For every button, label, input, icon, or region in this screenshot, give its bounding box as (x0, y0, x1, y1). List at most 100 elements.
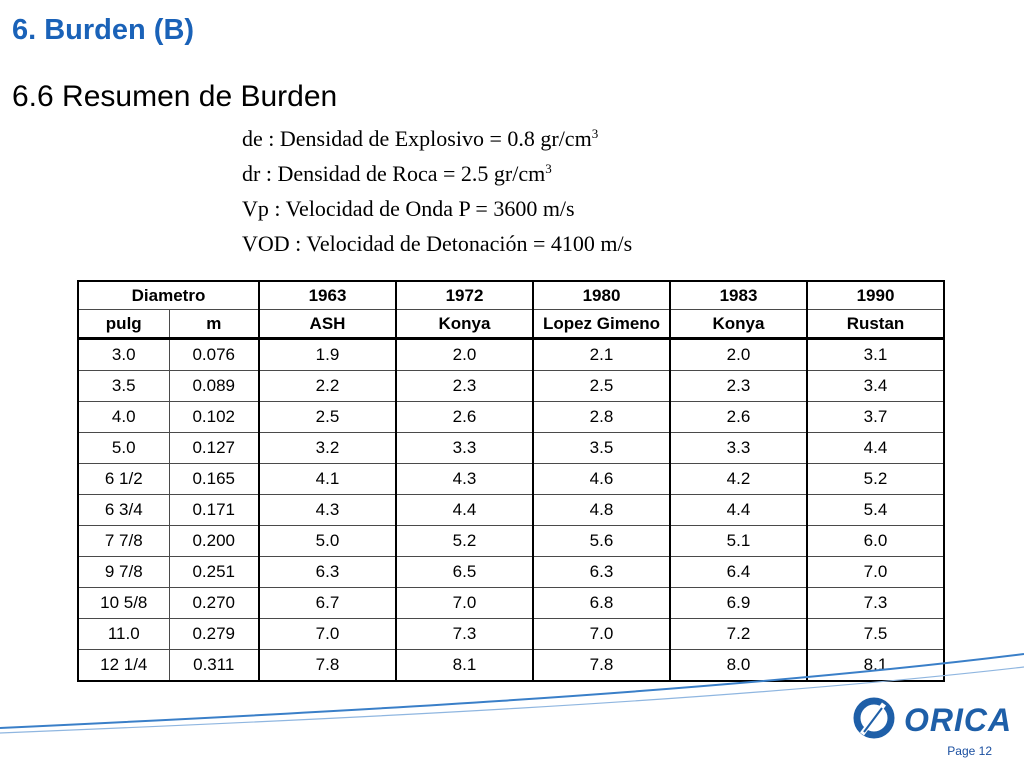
slide-title: 6. Burden (B) (12, 14, 195, 46)
table-cell: 3.5 (77, 370, 170, 402)
table-cell: 4.2 (669, 463, 808, 495)
table-cell: 7.0 (395, 587, 534, 619)
table-cell: 3.5 (532, 432, 671, 464)
table-cell: 5.1 (669, 525, 808, 557)
table-cell: 7.3 (395, 618, 534, 650)
table-cell: 4.6 (532, 463, 671, 495)
page-number: Page 12 (947, 744, 992, 758)
table-cell: 2.8 (532, 401, 671, 433)
table-cell: 4.3 (395, 463, 534, 495)
table-cell: 0.200 (168, 525, 260, 557)
table-row: 10 5/8 0.270 6.7 7.0 6.8 6.9 7.3 (77, 587, 945, 619)
table-cell: 4.0 (77, 401, 170, 433)
table-cell: 7.0 (532, 618, 671, 650)
table-cell: 6.4 (669, 556, 808, 588)
header-cell: 1972 (395, 280, 534, 310)
table-cell: 6 3/4 (77, 494, 170, 526)
header-cell: 1990 (806, 280, 945, 310)
table-cell: 5.4 (806, 494, 945, 526)
table-row: 12 1/4 0.311 7.8 8.1 7.8 8.0 8.1 (77, 649, 945, 682)
table-cell: 8.0 (669, 649, 808, 682)
header-cell: pulg (77, 309, 170, 340)
table-cell: 5.2 (806, 463, 945, 495)
table-cell: 4.4 (806, 432, 945, 464)
definition-vp: Vp : Velocidad de Onda P = 3600 m/s (242, 196, 575, 221)
burden-summary-table: Diametro 1963 1972 1980 1983 1990 pulg m… (77, 280, 945, 682)
header-cell: 1983 (669, 280, 808, 310)
header-cell: Konya (395, 309, 534, 340)
table-cell: 2.6 (395, 401, 534, 433)
header-cell: 1980 (532, 280, 671, 310)
table-cell: 7.5 (806, 618, 945, 650)
table-cell: 2.1 (532, 338, 671, 371)
table-cell: 6.8 (532, 587, 671, 619)
table-cell: 4.1 (258, 463, 397, 495)
table-cell: 2.3 (669, 370, 808, 402)
table-cell: 5.0 (77, 432, 170, 464)
header-cell: Konya (669, 309, 808, 340)
table-cell: 0.076 (168, 338, 260, 371)
orica-logo-icon (853, 697, 895, 739)
table-cell: 0.311 (168, 649, 260, 682)
table-cell: 5.2 (395, 525, 534, 557)
table-cell: 3.7 (806, 401, 945, 433)
table-cell: 6 1/2 (77, 463, 170, 495)
table-cell: 7 7/8 (77, 525, 170, 557)
table-row: 9 7/8 0.251 6.3 6.5 6.3 6.4 7.0 (77, 556, 945, 588)
header-cell: Rustan (806, 309, 945, 340)
table-cell: 0.102 (168, 401, 260, 433)
table-cell: 0.270 (168, 587, 260, 619)
table-cell: 1.9 (258, 338, 397, 371)
table-cell: 6.9 (669, 587, 808, 619)
table-row: 3.5 0.089 2.2 2.3 2.5 2.3 3.4 (77, 370, 945, 402)
table-cell: 8.1 (395, 649, 534, 682)
table-cell: 2.2 (258, 370, 397, 402)
table-cell: 7.2 (669, 618, 808, 650)
table-header-row: pulg m ASH Konya Lopez Gimeno Konya Rust… (77, 309, 945, 340)
table-cell: 12 1/4 (77, 649, 170, 682)
orica-logo-text: ORICA (904, 702, 1013, 738)
table-cell: 5.0 (258, 525, 397, 557)
table-cell: 2.3 (395, 370, 534, 402)
table-cell: 3.2 (258, 432, 397, 464)
slide-subtitle: 6.6 Resumen de Burden (12, 80, 338, 113)
table-cell: 6.5 (395, 556, 534, 588)
table-cell: 0.089 (168, 370, 260, 402)
table-row: 5.0 0.127 3.2 3.3 3.5 3.3 4.4 (77, 432, 945, 464)
table-row: 4.0 0.102 2.5 2.6 2.8 2.6 3.7 (77, 401, 945, 433)
table-cell: 0.165 (168, 463, 260, 495)
table-cell: 4.3 (258, 494, 397, 526)
table-cell: 6.3 (258, 556, 397, 588)
table-row: 7 7/8 0.200 5.0 5.2 5.6 5.1 6.0 (77, 525, 945, 557)
table-cell: 7.0 (806, 556, 945, 588)
table-cell: 2.0 (669, 338, 808, 371)
table-cell: 7.8 (258, 649, 397, 682)
table-cell: 2.5 (258, 401, 397, 433)
definitions-block: de : Densidad de Explosivo = 0.8 gr/cm3 … (242, 121, 632, 261)
header-cell: Lopez Gimeno (532, 309, 671, 340)
table-cell: 9 7/8 (77, 556, 170, 588)
table-cell: 0.279 (168, 618, 260, 650)
table-cell: 2.0 (395, 338, 534, 371)
table-cell: 0.251 (168, 556, 260, 588)
table-row: 6 1/2 0.165 4.1 4.3 4.6 4.2 5.2 (77, 463, 945, 495)
table-cell: 4.4 (669, 494, 808, 526)
table-cell: 8.1 (806, 649, 945, 682)
table-cell: 3.3 (395, 432, 534, 464)
table-cell: 2.5 (532, 370, 671, 402)
table-cell: 3.3 (669, 432, 808, 464)
table-row: 11.0 0.279 7.0 7.3 7.0 7.2 7.5 (77, 618, 945, 650)
table-cell: 6.7 (258, 587, 397, 619)
table-cell: 4.4 (395, 494, 534, 526)
table-cell: 11.0 (77, 618, 170, 650)
table-row: 6 3/4 0.171 4.3 4.4 4.8 4.4 5.4 (77, 494, 945, 526)
definition-de: de : Densidad de Explosivo = 0.8 gr/cm3 (242, 126, 599, 151)
table-cell: 6.0 (806, 525, 945, 557)
table-cell: 7.0 (258, 618, 397, 650)
table-cell: 4.8 (532, 494, 671, 526)
table-cell: 3.4 (806, 370, 945, 402)
header-cell: Diametro (77, 280, 260, 310)
table-cell: 10 5/8 (77, 587, 170, 619)
header-cell: ASH (258, 309, 397, 340)
header-cell: m (168, 309, 260, 340)
